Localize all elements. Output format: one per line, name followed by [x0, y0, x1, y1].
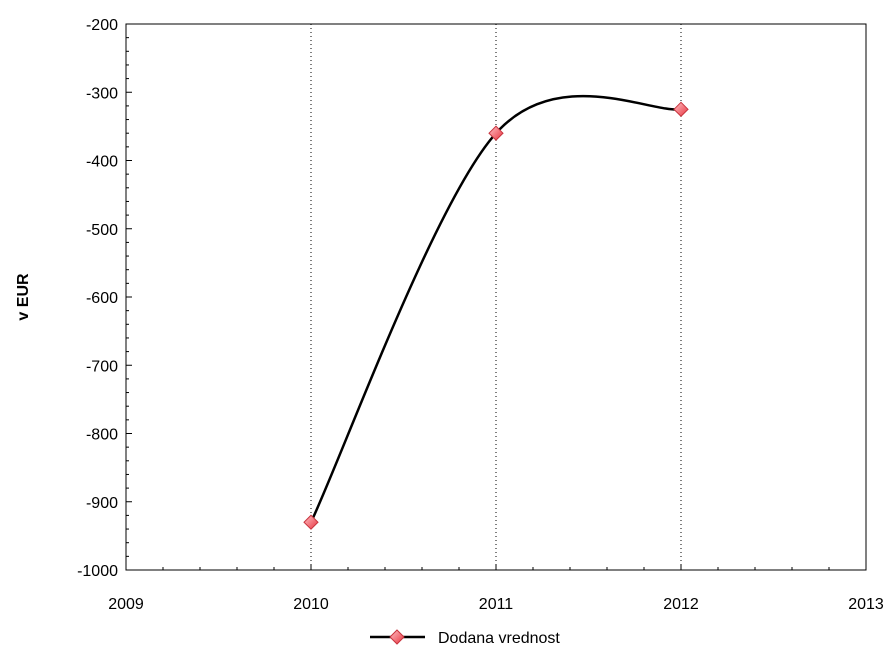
y-tick-label: -700 [86, 358, 118, 375]
y-tick-label: -800 [86, 427, 118, 444]
y-tick-label: -900 [86, 495, 118, 512]
legend-label: Dodana vrednost [438, 630, 560, 647]
data-point [673, 101, 689, 118]
legend: Dodana vrednost [370, 629, 560, 647]
x-tick-label: 2012 [663, 596, 699, 613]
y-tick-label: -1000 [77, 563, 118, 580]
legend-marker-swatch [389, 629, 405, 645]
x-tick-label: 2010 [293, 596, 329, 613]
x-tick-label: 2011 [479, 596, 514, 613]
y-tick-label: -300 [86, 85, 118, 102]
y-axis-label: v EUR [15, 273, 32, 321]
y-tick-label: -400 [86, 154, 118, 171]
y-tick-label: -500 [86, 222, 118, 239]
data-point [488, 125, 504, 141]
y-tick-label: -200 [86, 17, 118, 34]
series-line [309, 94, 682, 523]
x-tick-label: 2013 [848, 596, 884, 613]
x-tick-label: 2009 [108, 596, 144, 613]
y-tick-label: -600 [86, 290, 118, 307]
data-point [303, 514, 319, 530]
